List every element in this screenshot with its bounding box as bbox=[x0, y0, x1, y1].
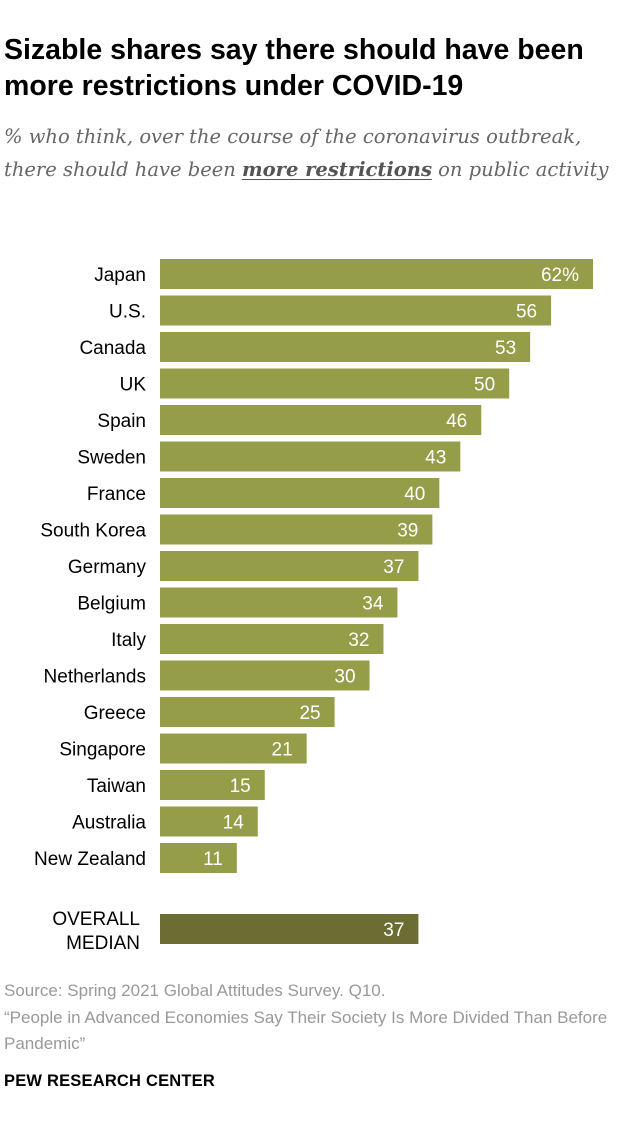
value-label-taiwan: 15 bbox=[230, 776, 251, 797]
category-label-taiwan: Taiwan bbox=[87, 776, 146, 797]
chart-subtitle: % who think, over the course of the coro… bbox=[4, 120, 616, 186]
source-text: Source: Spring 2021 Global Attitudes Sur… bbox=[4, 981, 608, 1053]
bar-taiwan bbox=[160, 770, 265, 800]
category-label-belgium: Belgium bbox=[77, 594, 146, 615]
value-label-sweden: 43 bbox=[425, 448, 446, 469]
category-label-netherlands: Netherlands bbox=[44, 667, 146, 688]
bar-singapore bbox=[160, 733, 307, 764]
value-label-overall-median: 37 bbox=[383, 920, 404, 941]
category-label-spain: Spain bbox=[97, 411, 146, 432]
value-label-greece: 25 bbox=[299, 703, 320, 724]
subtitle-before: % who think, over the course of the coro… bbox=[4, 125, 582, 181]
category-label-sweden: Sweden bbox=[77, 448, 146, 469]
value-label-netherlands: 30 bbox=[334, 667, 355, 688]
category-label-germany: Germany bbox=[68, 557, 147, 578]
value-label-uk: 50 bbox=[474, 375, 495, 396]
category-label-south-korea: South Korea bbox=[40, 521, 146, 542]
value-label-australia: 14 bbox=[223, 813, 245, 834]
category-label-new-zealand: New Zealand bbox=[34, 849, 146, 870]
bar-u-s- bbox=[160, 295, 552, 326]
category-label-canada: Canada bbox=[79, 338, 146, 359]
category-label-u-s-: U.S. bbox=[109, 302, 146, 323]
overall-median-label-line-1: OVERALL bbox=[52, 909, 140, 930]
bar-greece bbox=[160, 697, 335, 727]
bar-france bbox=[160, 478, 440, 508]
subtitle-emphasis: more restrictions bbox=[242, 158, 432, 181]
overall-median-label-line-2: MEDIAN bbox=[66, 933, 140, 954]
value-label-germany: 37 bbox=[383, 557, 404, 578]
value-label-spain: 46 bbox=[446, 411, 467, 432]
category-label-japan: Japan bbox=[94, 265, 146, 286]
bar-canada bbox=[160, 332, 531, 362]
bar-belgium bbox=[160, 587, 398, 618]
category-label-greece: Greece bbox=[84, 703, 146, 724]
brand-name: PEW RESEARCH CENTER bbox=[4, 1072, 215, 1090]
bar-new-zealand bbox=[160, 843, 237, 873]
category-label-uk: UK bbox=[120, 375, 147, 396]
bar-australia bbox=[160, 806, 258, 837]
chart-title: Sizable shares say there should have bee… bbox=[4, 34, 584, 102]
bar-overall-median bbox=[160, 914, 419, 944]
bar-chart: Japan 62% U.S. 56 Canada 53 UK 50 Spain 46 Sweden 4… bbox=[34, 259, 593, 954]
value-label-japan: 62% bbox=[541, 265, 579, 286]
value-label-belgium: 34 bbox=[362, 594, 384, 615]
category-label-france: France bbox=[87, 484, 146, 505]
source-note: Source: Spring 2021 Global Attitudes Sur… bbox=[4, 978, 610, 1058]
bar-italy bbox=[160, 624, 384, 654]
bar-germany bbox=[160, 551, 419, 581]
value-label-canada: 53 bbox=[495, 338, 516, 359]
bar-spain bbox=[160, 405, 482, 435]
category-label-australia: Australia bbox=[72, 813, 146, 834]
value-label-singapore: 21 bbox=[272, 740, 293, 761]
bar-japan bbox=[160, 259, 593, 289]
value-label-new-zealand: 11 bbox=[203, 849, 223, 870]
value-label-south-korea: 39 bbox=[397, 521, 418, 542]
bar-south-korea bbox=[160, 514, 433, 545]
category-label-italy: Italy bbox=[111, 630, 146, 651]
value-label-france: 40 bbox=[404, 484, 425, 505]
bar-uk bbox=[160, 368, 510, 399]
subtitle-after: on public activity bbox=[431, 158, 609, 181]
value-label-u-s-: 56 bbox=[516, 302, 537, 323]
bar-netherlands bbox=[160, 660, 370, 691]
value-label-italy: 32 bbox=[348, 630, 369, 651]
bar-sweden bbox=[160, 441, 461, 472]
category-label-singapore: Singapore bbox=[59, 740, 146, 761]
